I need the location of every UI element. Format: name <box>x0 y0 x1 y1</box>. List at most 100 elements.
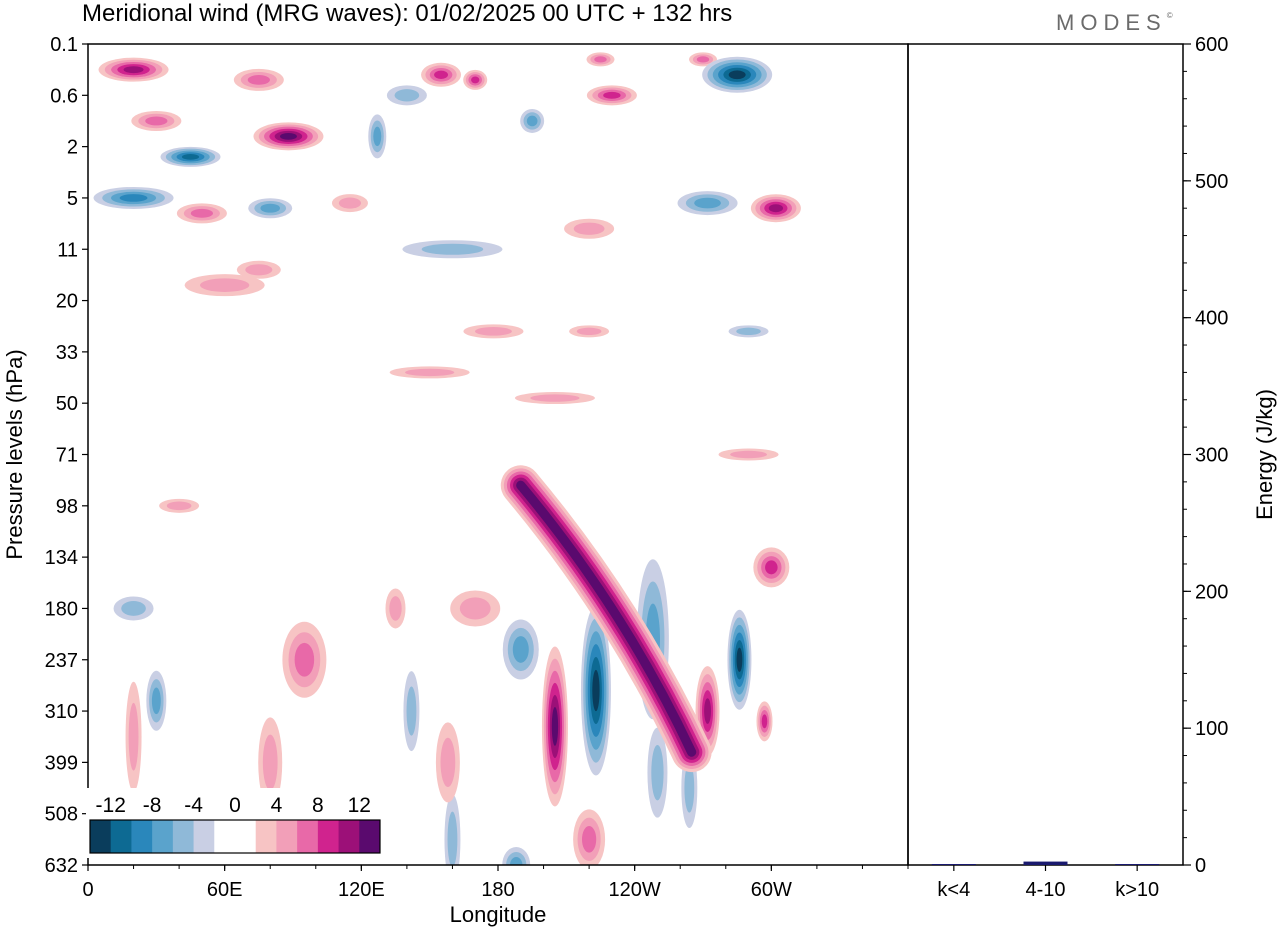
contour-20-1 <box>573 222 605 235</box>
contour-39-5 <box>592 669 600 712</box>
contour-37-1 <box>128 702 139 771</box>
energy-tick-label: 200 <box>1195 581 1228 603</box>
contour-2-4 <box>181 154 200 160</box>
contour-43-3 <box>765 560 778 575</box>
y-axis-label: Pressure levels (hPa) <box>2 349 27 559</box>
y-tick-label: 134 <box>45 547 78 569</box>
y-tick-label: 632 <box>45 855 78 877</box>
contour-21-1 <box>200 278 250 292</box>
contour-1-2 <box>145 116 168 126</box>
y-tick-label: 20 <box>56 291 78 313</box>
x-tick-label: 120E <box>338 879 385 901</box>
colorbar-swatch <box>297 820 319 853</box>
colorbar-label: 0 <box>229 794 241 817</box>
x-tick-label: 60E <box>207 879 243 901</box>
contour-51-1 <box>406 686 417 736</box>
contour-52-1 <box>389 596 402 621</box>
contour-31-1 <box>121 601 146 616</box>
chart-title: Meridional wind (MRG waves): 01/02/2025 … <box>82 0 733 27</box>
energy-tick-label: 0 <box>1195 855 1206 877</box>
colorbar-swatch <box>317 820 340 853</box>
contour-13-3 <box>603 91 621 99</box>
contour-24-1 <box>474 327 512 336</box>
contour-33-2 <box>512 636 529 663</box>
colorbar-swatch <box>359 820 381 853</box>
y-tick-label: 98 <box>56 496 78 518</box>
colorbar-label: 12 <box>348 794 371 817</box>
y-tick-label: 50 <box>56 393 78 415</box>
contour-38-5 <box>551 707 559 746</box>
energy-category-label: k<4 <box>937 879 970 901</box>
brand-mark: © <box>1166 11 1173 20</box>
energy-tick-label: 300 <box>1195 445 1228 467</box>
y-tick-label: 399 <box>45 752 78 774</box>
contour-17-2 <box>694 197 721 209</box>
contour-49-1 <box>651 744 664 801</box>
energy-bar-2 <box>1115 864 1160 865</box>
contour-18-4 <box>768 204 784 213</box>
energy-tick-label: 500 <box>1195 171 1228 193</box>
contour-29-1 <box>576 327 602 336</box>
y-tick-label: 508 <box>45 804 78 826</box>
y-tick-label: 237 <box>45 650 78 672</box>
contour-3-3 <box>119 194 148 202</box>
y-tick-label: 180 <box>45 598 78 620</box>
x-axis-label: Longitude <box>450 902 547 927</box>
contour-6-2 <box>260 203 280 213</box>
x-tick-label: 120W <box>609 879 661 901</box>
energy-bar-chart: 0 100 200 300 400 500 600 Energy (J/kg) k<4 4-10 k… <box>907 34 1277 901</box>
energy-tick-label: 600 <box>1195 34 1228 56</box>
colorbar: -12 -8 -4 0 4 8 12 <box>86 788 384 858</box>
axes-layer: 0.1 0.6 2 5 11 20 33 50 71 98 134 180 237 310 399 508 63… <box>2 34 909 927</box>
bar-frame <box>907 43 1184 866</box>
contour-7-2 <box>247 75 270 85</box>
colorbar-swatch <box>110 820 132 853</box>
contour-11-3 <box>471 76 480 84</box>
colorbar-swatch <box>214 820 236 853</box>
contour-48-2 <box>510 857 523 865</box>
contour-45-1 <box>447 811 458 865</box>
energy-bar-1 <box>1023 861 1068 865</box>
contour-41-5 <box>736 647 743 672</box>
contour-14-2 <box>594 56 607 63</box>
contour-10-3 <box>434 70 449 79</box>
energy-category-label: k>10 <box>1115 879 1159 901</box>
contour-26-1 <box>530 394 580 402</box>
contour-27-1 <box>730 450 768 459</box>
colorbar-swatch <box>90 820 112 853</box>
contour-36-2 <box>151 687 161 715</box>
energy-category-label: 4-10 <box>1025 879 1065 901</box>
colorbar-swatch <box>255 820 277 853</box>
contour-4-2 <box>190 208 213 218</box>
contour-19-1 <box>421 243 484 255</box>
colorbar-swatch <box>193 820 215 853</box>
colorbar-frame <box>89 819 381 854</box>
contour-42-4 <box>704 698 711 724</box>
y-tick-label: 310 <box>45 701 78 723</box>
brand-text: MODES <box>1056 10 1167 35</box>
contour-28-1 <box>736 327 761 336</box>
energy-bar-0 <box>931 864 976 865</box>
modes-logo: MODES© <box>1056 10 1173 36</box>
contour-22-1 <box>245 264 273 276</box>
x-tick-label: 180 <box>481 879 514 901</box>
contour-47-2 <box>582 826 597 853</box>
contour-50-1 <box>684 763 695 813</box>
band-0-5 <box>516 480 697 757</box>
contour-16-5 <box>728 70 746 80</box>
y-tick-label: 11 <box>57 239 78 261</box>
colorbar-label: 4 <box>271 794 283 817</box>
heatmap-area <box>93 52 801 865</box>
y-tick-label: 5 <box>67 188 78 210</box>
colorbar-swatch <box>152 820 174 853</box>
contour-32-1 <box>459 597 491 620</box>
energy-axis-label: Energy (J/kg) <box>1252 389 1277 520</box>
contour-35-1 <box>262 734 278 791</box>
colorbar-label: -12 <box>96 794 126 817</box>
contour-5-5 <box>279 132 297 140</box>
plot-frame <box>87 43 909 866</box>
energy-tick-label: 400 <box>1195 308 1228 330</box>
x-tick-label: 60W <box>751 879 792 901</box>
contour-34-2 <box>294 642 315 677</box>
